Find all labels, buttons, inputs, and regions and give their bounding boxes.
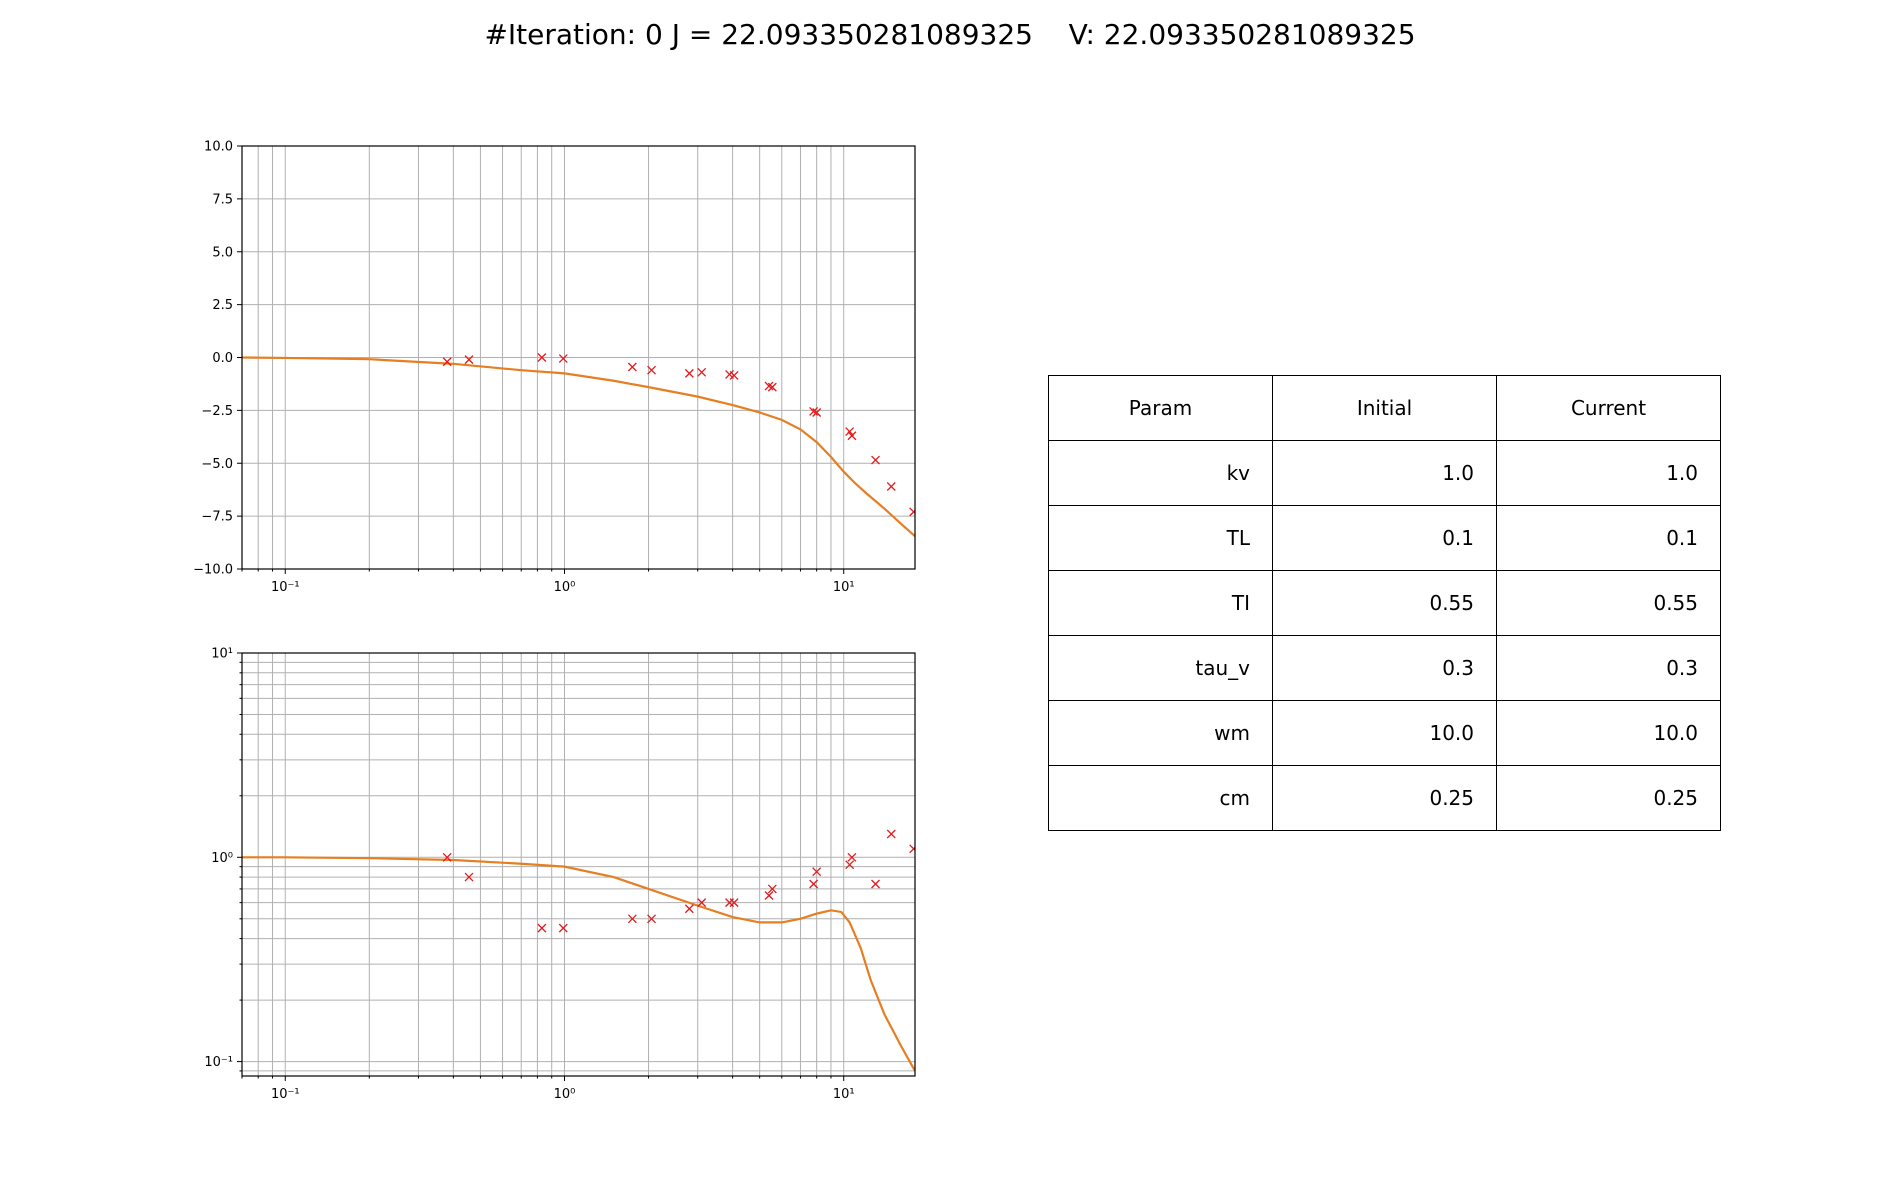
figure-title: #Iteration: 0 J = 22.093350281089325 V: … (484, 18, 1416, 51)
plot-bottom-axes-frame (241, 652, 916, 1077)
param-initial: 10.0 (1272, 700, 1497, 766)
param-initial: 0.55 (1272, 570, 1497, 636)
param-current: 0.25 (1496, 765, 1721, 831)
y-tick-label: −5.0 (201, 457, 233, 472)
data-point (464, 872, 474, 882)
param-current: 10.0 (1496, 700, 1721, 766)
data-point (886, 829, 896, 839)
y-tick-label: −7.5 (201, 510, 233, 525)
x-tick-label: 10¹ (833, 580, 855, 595)
data-point (845, 427, 855, 436)
data-point (764, 891, 774, 900)
param-current: 0.1 (1496, 505, 1721, 571)
data-point (909, 507, 915, 517)
column-header-param: Param (1048, 375, 1273, 441)
x-tick-label: 10⁰ (554, 580, 576, 595)
param-current: 0.55 (1496, 570, 1721, 636)
data-point (847, 431, 857, 441)
data-point (767, 884, 777, 894)
data-point (697, 367, 707, 377)
param-name: wm (1048, 700, 1273, 766)
table-row: wm 10.0 10.0 (1048, 700, 1721, 766)
data-point (729, 371, 739, 380)
model-line (242, 356, 915, 538)
y-tick-label: 10.0 (204, 140, 233, 155)
param-current: 1.0 (1496, 440, 1721, 506)
bottom-plot: 10⁻¹ 10⁰ 10¹ 10¹ 10⁰ 10⁻¹ (204, 647, 916, 1102)
x-tick-label: 10⁻¹ (271, 1087, 300, 1102)
param-name: TI (1048, 570, 1273, 636)
table-row: TI 0.55 0.55 (1048, 570, 1721, 636)
data-point (627, 914, 637, 924)
data-point (647, 365, 656, 375)
data-point (684, 904, 694, 914)
y-tick-label: 0.0 (212, 351, 233, 366)
plot-bottom-series (242, 829, 915, 1072)
data-point (558, 354, 568, 364)
param-current: 0.3 (1496, 635, 1721, 701)
plot-top-ticks (237, 145, 845, 574)
data-point (764, 381, 774, 391)
table-row: cm 0.25 0.25 (1048, 765, 1721, 831)
y-tick-label: 10⁻¹ (204, 1055, 233, 1070)
plot-bottom-grid (241, 652, 915, 1076)
plot-bottom-ticks (237, 652, 845, 1081)
data-point (809, 879, 819, 889)
table-row: TL 0.1 0.1 (1048, 505, 1721, 571)
data-point (442, 852, 452, 862)
x-tick-label: 10¹ (833, 1087, 855, 1102)
param-initial: 0.3 (1272, 635, 1497, 701)
y-tick-label: 2.5 (212, 298, 233, 313)
y-tick-label: −10.0 (193, 563, 233, 578)
param-name: cm (1048, 765, 1273, 831)
data-point (697, 898, 707, 908)
data-point (812, 408, 822, 417)
data-point (684, 368, 694, 378)
data-point (871, 879, 880, 889)
table-header-row: Param Initial Current (1048, 375, 1721, 441)
data-point (537, 923, 547, 933)
top-plot: 10⁻¹ 10⁰ 10¹ 10.0 7.5 5.0 2.5 0.0 −2.5 −5.0 −7.5 −1… (193, 140, 916, 595)
data-point (729, 898, 739, 908)
param-name: TL (1048, 505, 1273, 571)
measurement-markers (442, 353, 915, 517)
param-name: kv (1048, 440, 1273, 506)
data-point (442, 357, 452, 367)
y-tick-label: 10⁰ (211, 851, 233, 866)
data-point (767, 382, 777, 392)
y-tick-label: 7.5 (212, 192, 233, 207)
data-point (847, 852, 857, 862)
data-point (845, 860, 855, 870)
x-tick-label: 10⁻¹ (271, 580, 300, 595)
param-initial: 0.1 (1272, 505, 1497, 571)
y-tick-label: 5.0 (212, 245, 233, 260)
data-point (537, 353, 547, 362)
param-name: tau_v (1048, 635, 1273, 701)
data-point (464, 355, 474, 365)
table-row: tau_v 0.3 0.3 (1048, 635, 1721, 701)
plot-top-series (242, 353, 915, 538)
y-tick-label: 10¹ (211, 647, 233, 662)
data-point (809, 406, 819, 416)
plot-top-grid (241, 145, 915, 570)
measurement-markers (442, 829, 915, 933)
data-point (812, 867, 822, 877)
data-point (627, 362, 637, 372)
y-tick-label: −2.5 (201, 404, 233, 419)
data-point (871, 455, 880, 465)
column-header-current: Current (1496, 375, 1721, 441)
param-initial: 0.25 (1272, 765, 1497, 831)
data-point (558, 923, 568, 933)
table-row: kv 1.0 1.0 (1048, 440, 1721, 506)
data-point (886, 482, 896, 491)
x-tick-label: 10⁰ (554, 1087, 576, 1102)
data-point (909, 844, 915, 854)
column-header-initial: Initial (1272, 375, 1497, 441)
param-initial: 1.0 (1272, 440, 1497, 506)
data-point (647, 914, 656, 924)
model-line (242, 856, 915, 1072)
parameter-table: Param Initial Current kv 1.0 1.0 TL 0.1 … (1048, 375, 1721, 831)
